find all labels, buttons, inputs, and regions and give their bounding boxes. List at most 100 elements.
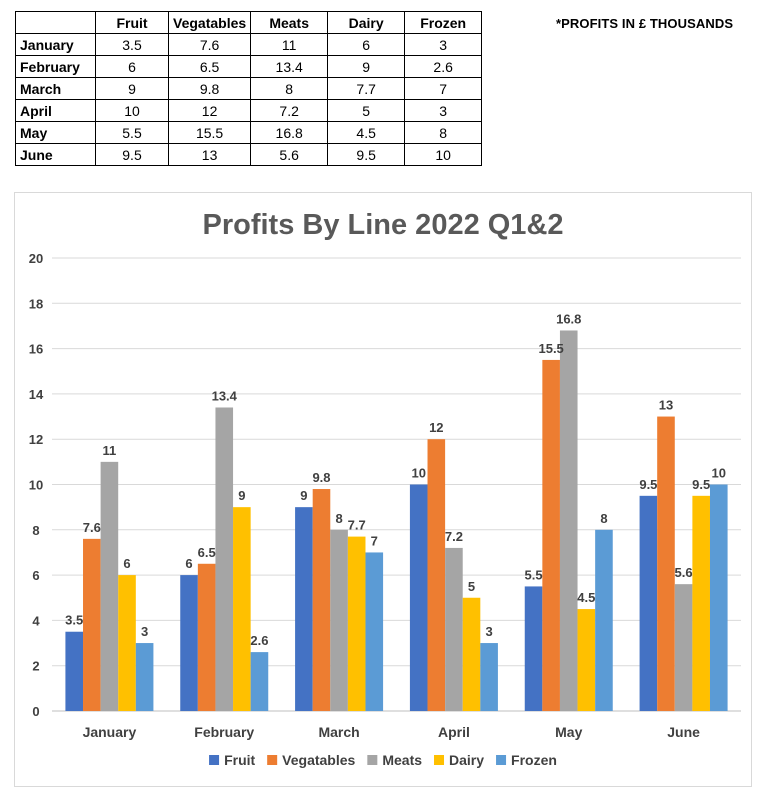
y-tick-label: 14 [29, 387, 44, 402]
legend-item-vegatables: Vegatables [267, 752, 356, 768]
table-cell: 12 [167, 99, 252, 122]
legend-swatch [434, 755, 445, 765]
data-label: 5.5 [525, 567, 543, 582]
table-cell: 4.5 [327, 121, 406, 144]
data-label: 11 [103, 443, 117, 458]
table-cell: 7 [404, 77, 483, 100]
data-label: 9 [300, 488, 307, 503]
bar-fruit-april [409, 484, 428, 711]
table-cell: 9.5 [327, 143, 406, 166]
table-cell: 5.5 [95, 121, 169, 144]
table-header-cell: Fruit [95, 11, 169, 34]
bar-fruit-june [639, 495, 658, 711]
data-label: 7 [371, 533, 378, 548]
bar-fruit-march [295, 507, 313, 711]
legend-swatch [496, 755, 507, 765]
data-label: 10 [712, 466, 726, 481]
data-label: 13.4 [212, 388, 238, 403]
bar-dairy-june [692, 495, 710, 711]
data-table: Fruit Vegatables Meats Dairy Frozen Janu… [15, 11, 483, 166]
table-row-label: February [15, 55, 96, 78]
data-label: 8 [335, 511, 342, 526]
profits-units-note: *PROFITS IN £ THOUSANDS [556, 16, 734, 31]
data-label: 7.7 [348, 518, 366, 533]
table-cell: 6.5 [167, 55, 252, 78]
data-label: 12 [429, 420, 443, 435]
data-label: 9.8 [312, 470, 330, 485]
table-cell: 6 [95, 55, 169, 78]
table-header-cell [15, 11, 96, 34]
y-tick-label: 2 [32, 659, 39, 674]
y-tick-label: 20 [29, 251, 43, 266]
table-cell: 8 [250, 77, 329, 100]
legend-swatch [367, 755, 378, 765]
bar-chart: Profits By Line 2022 Q1&2 0 2 4 6 8 10 12 14 16 1… [29, 209, 741, 768]
bars [65, 330, 728, 711]
table-row: March 9 9.8 8 7.7 7 [15, 77, 483, 100]
data-labels: 3.5 7.6 11 6 3 6 6.5 13.4 9 2.6 9 9.8 8 7.7 7 10 12 7.2 5 3… [65, 311, 726, 648]
bar-dairy-march [347, 536, 366, 711]
table-cell: 15.5 [167, 121, 252, 144]
bar-meats-may [559, 330, 578, 711]
table-cell: 8 [404, 121, 483, 144]
table-cell: 16.8 [250, 121, 329, 144]
table-cell: 10 [95, 99, 169, 122]
data-label: 9.5 [639, 477, 657, 492]
table-row-label: April [15, 99, 96, 122]
table-row: February 6 6.5 13.4 9 2.6 [15, 55, 483, 78]
legend-item-frozen: Frozen [496, 752, 557, 768]
table-cell: 7.2 [250, 99, 329, 122]
y-tick-label: 4 [32, 613, 40, 628]
y-tick-label: 16 [29, 342, 43, 357]
x-tick-label: June [667, 724, 700, 740]
table-cell: 5 [327, 99, 406, 122]
data-label: 3 [485, 624, 492, 639]
bar-frozen-february [250, 652, 269, 711]
legend-label: Dairy [449, 752, 484, 768]
table-cell: 3 [404, 33, 483, 56]
table-cell: 9 [327, 55, 406, 78]
data-label: 5 [468, 579, 475, 594]
legend-item-fruit: Fruit [209, 752, 256, 768]
legend-item-dairy: Dairy [434, 752, 484, 768]
bar-dairy-may [577, 609, 596, 711]
table-cell: 7.7 [327, 77, 406, 100]
data-label: 5.6 [675, 565, 693, 580]
table-row: January 3.5 7.6 11 6 3 [15, 33, 483, 56]
table-cell: 9 [95, 77, 169, 100]
y-tick-label: 0 [32, 704, 39, 719]
data-label: 4.5 [577, 590, 595, 605]
data-label: 3 [141, 624, 148, 639]
gridlines [52, 257, 741, 712]
data-label: 6 [123, 556, 130, 571]
table-header-cell: Meats [250, 11, 329, 34]
x-tick-label: January [83, 724, 137, 740]
legend-label: Meats [382, 752, 422, 768]
table-cell: 13 [167, 143, 252, 166]
chart-legend: Fruit Vegatables Meats Dairy Frozen [209, 752, 557, 768]
bar-meats-march [330, 529, 348, 711]
bar-meats-april [445, 547, 463, 711]
table-row: June 9.5 13 5.6 9.5 10 [15, 143, 483, 166]
y-tick-label: 18 [29, 296, 43, 311]
x-axis: January February March April May June [83, 724, 701, 740]
y-tick-label: 8 [32, 523, 39, 538]
table-cell: 9.5 [95, 143, 169, 166]
chart-title: Profits By Line 2022 Q1&2 [202, 209, 563, 241]
table-cell: 2.6 [404, 55, 483, 78]
bar-dairy-february [233, 507, 251, 711]
data-label: 15.5 [538, 341, 563, 356]
table-row: May 5.5 15.5 16.8 4.5 8 [15, 121, 483, 144]
x-tick-label: February [194, 724, 254, 740]
table-row: April 10 12 7.2 5 3 [15, 99, 483, 122]
table-row-label: June [15, 143, 96, 166]
bar-meats-february [215, 407, 234, 711]
table-header-cell: Vegatables [167, 11, 252, 34]
bar-vegatables-march [312, 489, 331, 711]
legend-item-meats: Meats [367, 752, 422, 768]
bar-frozen-may [595, 529, 613, 711]
data-label: 6 [185, 556, 192, 571]
table-cell: 3 [404, 99, 483, 122]
legend-label: Fruit [224, 752, 255, 768]
bar-vegatables-january [83, 538, 101, 711]
